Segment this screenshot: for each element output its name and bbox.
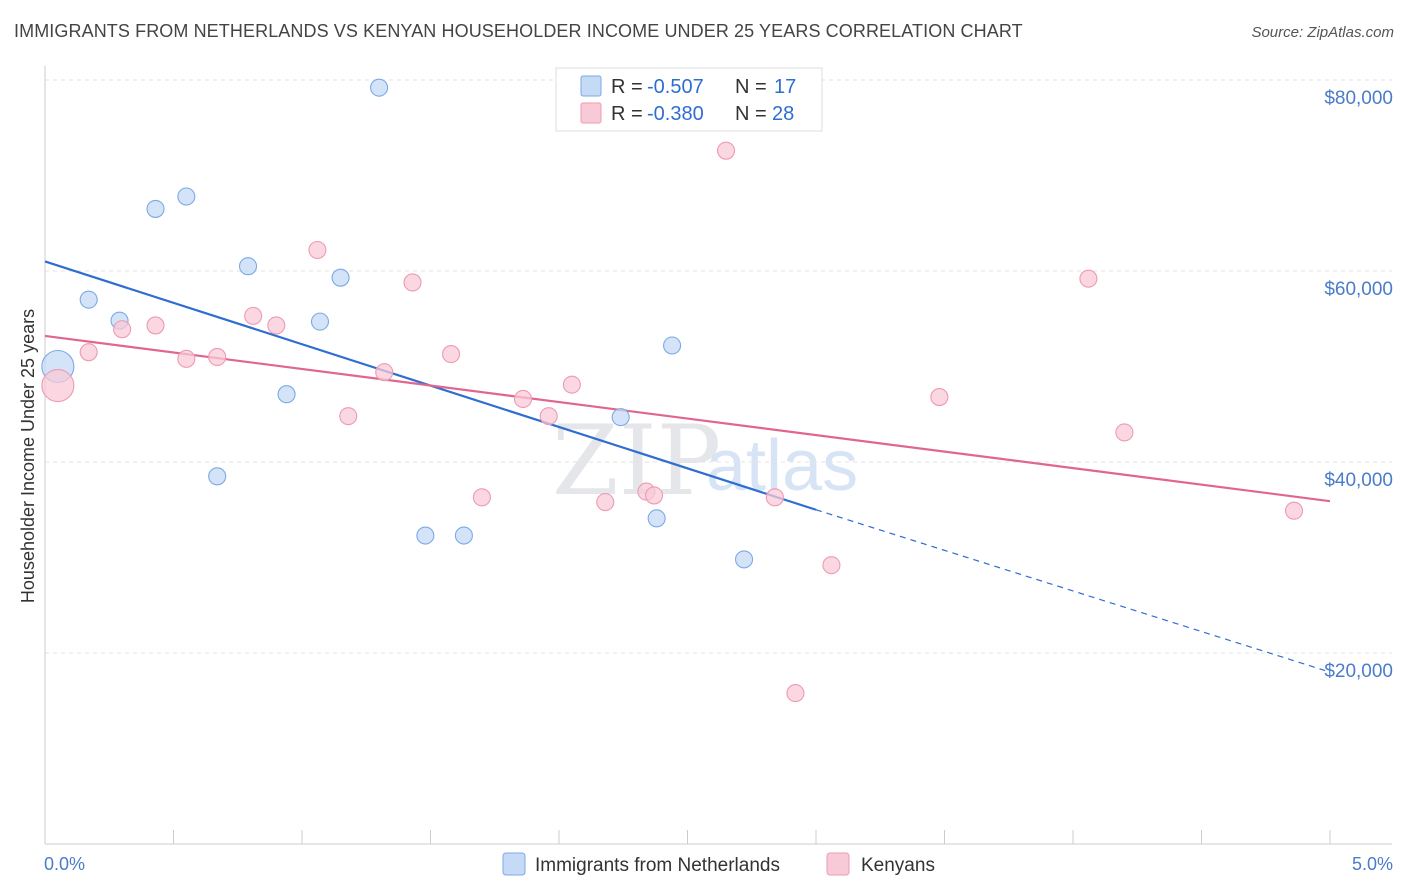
data-point-kenyans: [539, 407, 558, 426]
source-credit: Source: ZipAtlas.com: [1251, 24, 1394, 41]
data-point-kenyans: [596, 493, 615, 512]
trend-lines: [44, 260, 1331, 673]
data-point-kenyans: [930, 388, 949, 407]
x-tick-label-max: 5.0%: [1352, 854, 1393, 874]
legend-r-label-kenyans: R =: [611, 103, 643, 125]
data-point-netherlands: [370, 78, 389, 97]
y-tick-label: $60,000: [1324, 279, 1393, 300]
tick-labels: $20,000 $40,000 $60,000 $80,000 0.0% 5.0%: [44, 88, 1393, 874]
data-point-kenyans: [822, 556, 841, 575]
data-point-kenyans: [267, 316, 286, 335]
data-point-netherlands: [310, 312, 330, 331]
stats-legend: R = -0.507 N = 17 R = -0.380 N = 28: [555, 67, 823, 132]
legend-n-label-netherlands: N =: [735, 76, 767, 98]
data-point-kenyans: [403, 273, 422, 292]
data-point-netherlands: [734, 550, 754, 569]
data-point-netherlands: [238, 257, 258, 276]
axes: [44, 66, 1392, 845]
x-tick-label-min: 0.0%: [44, 854, 85, 874]
series-legend-label-netherlands: Immigrants from Netherlands: [535, 855, 780, 876]
trend-line-kenyans: [44, 334, 1331, 503]
data-points: [41, 78, 1304, 703]
data-point-netherlands: [79, 290, 98, 309]
y-tick-label: $40,000: [1324, 470, 1393, 491]
data-point-kenyans: [1115, 423, 1134, 442]
data-point-kenyans: [113, 320, 132, 339]
y-tick-label: $80,000: [1324, 88, 1393, 109]
data-point-kenyans: [79, 343, 98, 362]
data-point-kenyans: [208, 347, 227, 367]
data-point-kenyans: [1284, 501, 1304, 520]
legend-r-value-netherlands: -0.507: [647, 76, 704, 98]
data-point-kenyans: [645, 486, 664, 505]
data-point-netherlands: [663, 336, 682, 355]
data-point-netherlands: [331, 268, 350, 287]
data-point-kenyans: [562, 375, 581, 394]
watermark-zip: ZIP: [552, 405, 721, 517]
data-point-kenyans: [786, 684, 805, 703]
data-point-kenyans: [765, 488, 784, 507]
trend-line-extension-netherlands: [815, 509, 1331, 673]
data-point-kenyans: [244, 306, 263, 325]
data-point-netherlands: [454, 526, 473, 545]
y-tick-label: $20,000: [1324, 661, 1393, 682]
data-point-netherlands: [277, 385, 296, 404]
data-point-netherlands: [208, 467, 227, 486]
legend-n-value-netherlands: 17: [774, 76, 796, 98]
series-legend-swatch-netherlands: [502, 852, 526, 876]
data-point-kenyans: [41, 369, 75, 403]
data-point-netherlands: [647, 509, 666, 528]
data-point-kenyans: [308, 240, 327, 260]
legend-swatch-netherlands: [580, 75, 602, 97]
legend-r-label-netherlands: R =: [611, 76, 643, 98]
data-point-kenyans: [442, 345, 461, 364]
data-point-kenyans: [513, 389, 533, 409]
data-point-kenyans: [146, 316, 165, 335]
y-axis-label: Householder Income Under 25 years: [18, 309, 38, 603]
data-point-kenyans: [177, 349, 196, 368]
data-point-netherlands: [416, 526, 435, 545]
series-legend: Immigrants from Netherlands Kenyans: [502, 852, 935, 876]
series-legend-swatch-kenyans: [826, 852, 850, 876]
data-point-kenyans: [339, 407, 358, 426]
legend-r-value-kenyans: -0.380: [647, 103, 704, 125]
data-point-kenyans: [1079, 269, 1098, 288]
data-point-kenyans: [472, 488, 491, 507]
legend-swatch-kenyans: [580, 102, 602, 124]
data-point-netherlands: [611, 408, 630, 427]
gridlines: [45, 79, 1392, 654]
data-point-kenyans: [375, 363, 394, 382]
chart-title: IMMIGRANTS FROM NETHERLANDS VS KENYAN HO…: [14, 21, 1023, 41]
series-legend-label-kenyans: Kenyans: [861, 855, 935, 876]
legend-n-label-kenyans: N =: [735, 103, 767, 125]
data-point-netherlands: [177, 187, 196, 206]
data-point-kenyans: [716, 141, 736, 160]
data-point-netherlands: [146, 199, 165, 218]
legend-n-value-kenyans: 28: [772, 103, 794, 125]
